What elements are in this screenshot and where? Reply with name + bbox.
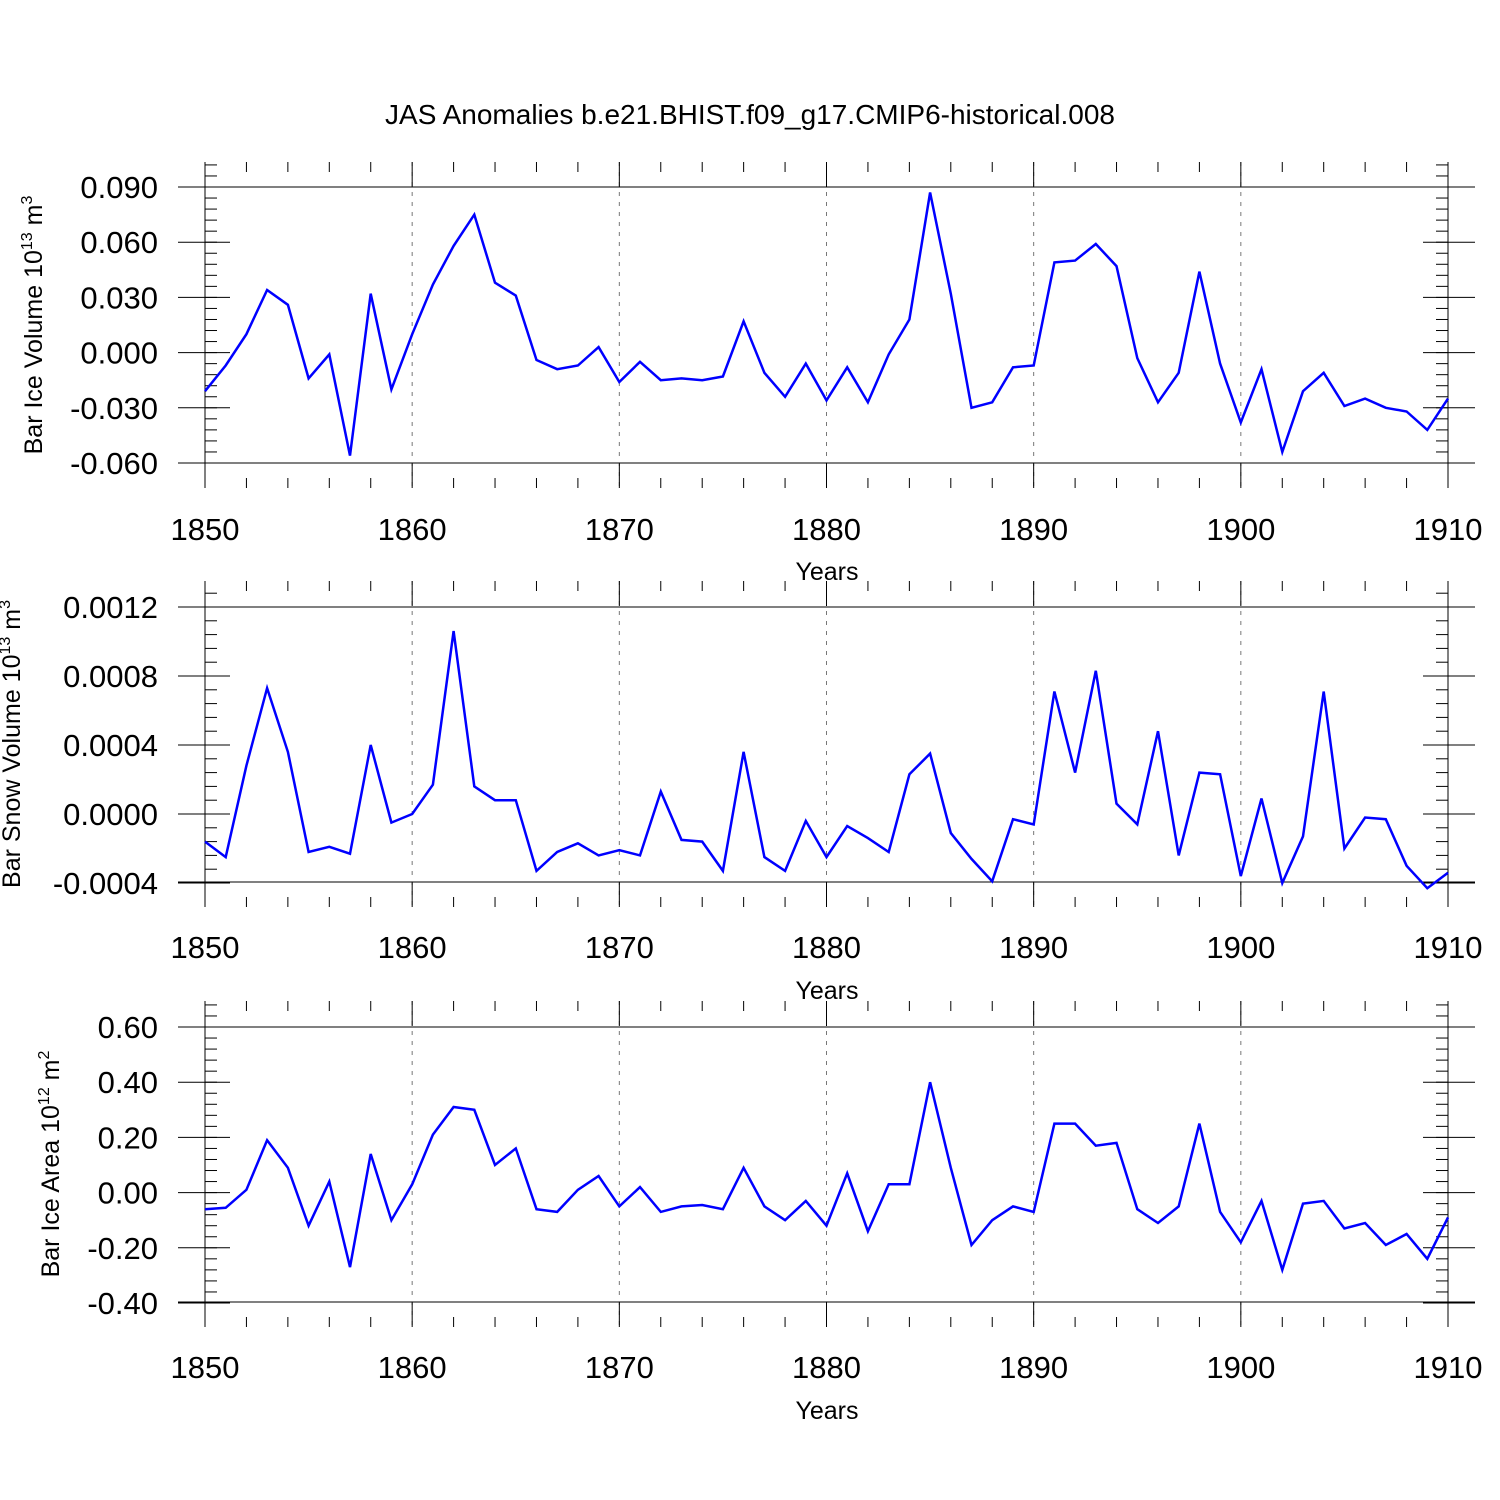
y-axis-title: Bar Ice Area 1012 m2 bbox=[36, 1051, 65, 1278]
x-tick-label: 1850 bbox=[171, 930, 240, 965]
x-tick-label: 1860 bbox=[378, 1350, 447, 1385]
y-tick-label: 0.000 bbox=[80, 336, 158, 371]
panel-1: 0.090 0.060 0.030 0.000 -0.030 -0.060 1850 1860… bbox=[19, 162, 1482, 586]
y-tick-label: -0.0004 bbox=[53, 866, 158, 901]
x-tick-label: 1890 bbox=[999, 512, 1068, 547]
x-axis-title: Years bbox=[795, 1397, 858, 1425]
series-line bbox=[204, 630, 1449, 890]
panel-3: 0.60 0.40 0.20 0.00 -0.20 -0.40 1850 1860 1870 18… bbox=[36, 1001, 1482, 1425]
x-tick-label: 1910 bbox=[1414, 930, 1483, 965]
series-line bbox=[204, 192, 1450, 457]
y-tick-label: 0.0000 bbox=[63, 797, 158, 832]
panel-2: 0.0012 0.0008 0.0004 0.0000 -0.0004 1850 1860 1… bbox=[0, 581, 1482, 1005]
x-tick-label: 1890 bbox=[999, 930, 1068, 965]
y-tick-label: 0.60 bbox=[98, 1010, 158, 1045]
y-tick-label: 0.20 bbox=[98, 1120, 158, 1155]
y-axis-title: Bar Snow Volume 1013 m3 bbox=[0, 600, 26, 888]
x-tick-label: 1910 bbox=[1414, 1350, 1483, 1385]
y-axis-title: Bar Ice Volume 1013 m3 bbox=[19, 196, 48, 455]
y-tick-label: 0.00 bbox=[98, 1176, 158, 1211]
y-tick-label: -0.030 bbox=[70, 391, 158, 426]
x-tick-label: 1870 bbox=[585, 512, 654, 547]
x-tick-label: 1910 bbox=[1414, 512, 1483, 547]
x-tick-label: 1850 bbox=[171, 512, 240, 547]
x-tick-label: 1900 bbox=[1206, 930, 1275, 965]
x-tick-label: 1880 bbox=[792, 930, 861, 965]
x-tick-label: 1890 bbox=[999, 1350, 1068, 1385]
x-tick-label: 1900 bbox=[1206, 512, 1275, 547]
x-tick-label: 1860 bbox=[378, 512, 447, 547]
y-tick-label: -0.060 bbox=[70, 446, 158, 481]
x-tick-label: 1870 bbox=[585, 1350, 654, 1385]
y-tick-label: 0.0008 bbox=[63, 659, 158, 694]
chart-title: JAS Anomalies b.e21.BHIST.f09_g17.CMIP6-… bbox=[385, 99, 1115, 130]
x-axis-title: Years bbox=[795, 977, 858, 1005]
x-tick-label: 1900 bbox=[1206, 1350, 1275, 1385]
y-tick-label: -0.20 bbox=[87, 1231, 158, 1266]
y-tick-label: 0.090 bbox=[80, 170, 158, 205]
x-tick-label: 1870 bbox=[585, 930, 654, 965]
y-tick-label: 0.030 bbox=[80, 280, 158, 315]
y-tick-label: 0.0004 bbox=[63, 728, 158, 763]
series-line bbox=[204, 1081, 1450, 1275]
y-tick-label: -0.40 bbox=[87, 1286, 158, 1321]
x-tick-label: 1880 bbox=[792, 1350, 861, 1385]
x-tick-label: 1860 bbox=[378, 930, 447, 965]
y-tick-label: 0.060 bbox=[80, 225, 158, 260]
y-tick-label: 0.40 bbox=[98, 1065, 158, 1100]
x-tick-label: 1880 bbox=[792, 512, 861, 547]
x-tick-label: 1850 bbox=[171, 1350, 240, 1385]
y-tick-label: 0.0012 bbox=[63, 590, 158, 625]
